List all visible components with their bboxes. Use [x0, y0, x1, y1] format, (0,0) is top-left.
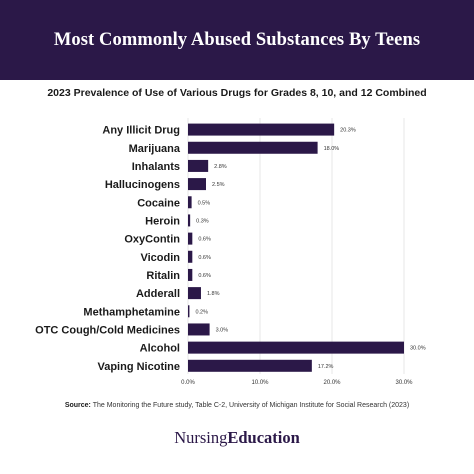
category-label: Vicodin [140, 252, 180, 264]
data-label: 1.8% [207, 291, 220, 297]
data-label: 0.6% [198, 237, 211, 243]
data-label: 0.3% [196, 218, 209, 224]
grid-layer [187, 118, 405, 374]
category-label: Vaping Nicotine [97, 361, 180, 373]
bar-layer [188, 123, 404, 372]
x-tick-label: 30.0% [395, 380, 413, 386]
data-label: 0.6% [198, 273, 211, 279]
bar [188, 250, 193, 263]
bar [188, 287, 201, 300]
data-label: 0.2% [195, 309, 208, 315]
bar [188, 323, 210, 336]
category-label: Adderall [136, 288, 180, 300]
brand-logo: NursingEducation [0, 428, 474, 448]
bar [188, 305, 190, 318]
category-label: Heroin [145, 215, 180, 227]
bar [188, 178, 206, 191]
data-label: 30.0% [410, 346, 426, 352]
source-text: The Monitoring the Future study, Table C… [92, 402, 410, 409]
bar [188, 232, 193, 245]
bar [188, 123, 335, 136]
data-label: 3.0% [216, 327, 229, 333]
category-label: Inhalants [132, 161, 180, 173]
category-label: Ritalin [146, 270, 180, 282]
bar [188, 159, 209, 172]
x-tick-label: 0.0% [181, 380, 195, 386]
chart-title: 2023 Prevalence of Use of Various Drugs … [47, 87, 427, 99]
data-label: 0.5% [198, 200, 211, 206]
category-label: OTC Cough/Cold Medicines [35, 324, 180, 336]
bar [188, 196, 192, 209]
category-label: Methamphetamine [83, 306, 180, 318]
data-label: 0.6% [198, 255, 211, 261]
data-label: 17.2% [318, 364, 334, 370]
x-tick-label: 20.0% [323, 380, 341, 386]
data-label: 18.0% [324, 146, 340, 152]
bar [188, 141, 318, 154]
category-label: OxyContin [124, 234, 180, 246]
data-label: 20.3% [340, 128, 356, 134]
category-label: Any Illicit Drug [102, 125, 180, 137]
bar [188, 341, 404, 354]
logo-part-2: Education [227, 428, 300, 447]
bar [188, 268, 193, 281]
header-banner: Most Commonly Abused Substances By Teens [0, 0, 474, 80]
data-label: 2.8% [214, 164, 227, 170]
data-label: 2.5% [212, 182, 225, 188]
bar [188, 359, 312, 372]
label-layer: 0.0% 10.0% 20.0% 30.0% Any Illicit Drug 20.3%… [35, 125, 426, 386]
category-label: Marijuana [129, 143, 181, 155]
x-tick-label: 10.0% [251, 380, 269, 386]
category-label: Cocaine [137, 197, 180, 209]
bar [188, 214, 191, 227]
source-label: Source: [64, 402, 91, 409]
source-note: Source: The Monitoring the Future study,… [0, 402, 474, 409]
category-label: Alcohol [140, 343, 180, 355]
logo-part-1: Nursing [174, 428, 228, 447]
category-label: Hallucinogens [105, 179, 180, 191]
page-title: Most Commonly Abused Substances By Teens [53, 29, 421, 50]
